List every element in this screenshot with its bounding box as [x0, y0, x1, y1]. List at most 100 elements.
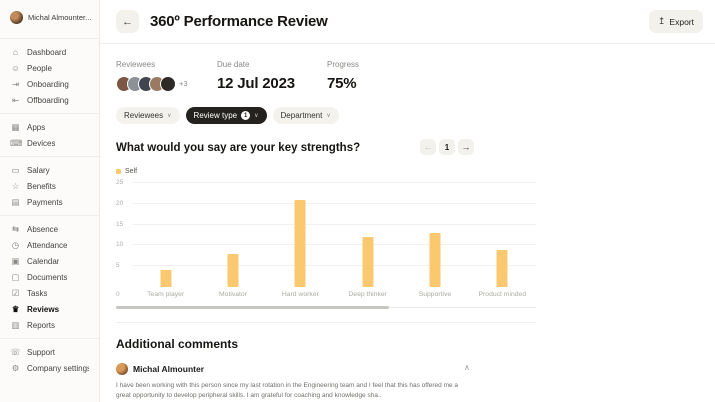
question-title: What would you say are your key strength… [116, 142, 361, 154]
chart-scrollbar[interactable] [116, 306, 536, 309]
sidebar-item-offboarding[interactable]: ⇤ Offboarding [0, 92, 99, 108]
page-number[interactable]: 1 [439, 139, 455, 155]
gridline [132, 223, 536, 225]
legend-label: Self [125, 168, 138, 175]
sidebar-item-label: Onboarding [27, 79, 69, 89]
bar-deep-thinker[interactable] [362, 237, 374, 287]
chart-legend: Self [116, 168, 536, 175]
sidebar-item-absence[interactable]: ⇆ Absence [0, 221, 99, 237]
filter-chip-reviewees[interactable]: Reviewees ∨ [116, 107, 180, 124]
sidebar-item-company-settings[interactable]: ⚙ Company settings [0, 360, 99, 376]
sidebar-item-label: Dashboard [27, 47, 67, 57]
filter-chip-department[interactable]: Department ∨ [272, 107, 339, 124]
sidebar-item-onboarding[interactable]: ⇥ Onboarding [0, 76, 99, 92]
sidebar-item-label: Reports [27, 320, 56, 330]
sidebar-item-label: Benefits [27, 181, 56, 191]
chart-plot: 5 10 15 20 25 [116, 179, 536, 287]
sidebar-item-tasks[interactable]: ☑ Tasks [0, 285, 99, 301]
sidebar-item-documents[interactable]: ▢ Documents [0, 269, 99, 285]
sidebar-item-label: Calendar [27, 256, 60, 266]
due-date-block: Due date 12 Jul 2023 [217, 60, 327, 92]
chart-categories: 0 Team player Motivator Hard worker Deep thi… [116, 291, 536, 298]
sidebar-item-payments[interactable]: ▤ Payments [0, 194, 99, 210]
report-icon: ▥ [11, 319, 20, 330]
bar-column [401, 183, 468, 287]
prev-page-button[interactable]: ← [420, 139, 436, 155]
sidebar-item-salary[interactable]: ▭ Salary [0, 162, 99, 178]
sidebar-item-apps[interactable]: ▦ Apps [0, 119, 99, 135]
sidebar-item-attendance[interactable]: ◷ Attendance [0, 237, 99, 253]
y-axis-tick-label: 25 [116, 179, 124, 186]
export-button[interactable]: ↥ Export [648, 10, 703, 33]
filter-chip-review-type[interactable]: Review type 1 ∨ [185, 107, 267, 124]
bar-supportive[interactable] [429, 232, 441, 287]
divider [0, 156, 99, 157]
sidebar-item-benefits[interactable]: ☆ Benefits [0, 178, 99, 194]
divider [0, 38, 99, 39]
legend-dot [116, 169, 121, 174]
bar-product-minded[interactable] [496, 249, 508, 287]
progress-block: Progress 75% [327, 60, 359, 92]
onboarding-icon: ⇥ [11, 78, 20, 89]
sidebar-item-label: Apps [27, 122, 46, 132]
gear-icon: ⚙ [11, 362, 20, 373]
sidebar: Michal Almounter... ⌂ Dashboard ☺ People ⇥ On… [0, 0, 100, 402]
sidebar-item-people[interactable]: ☺ People [0, 60, 99, 76]
topbar: ← 360º Performance Review ↥ Export [100, 0, 715, 44]
content: Reviewees +3 Due date 12 Jul 2023 Progre… [100, 44, 660, 402]
offboarding-icon: ⇤ [11, 94, 20, 105]
sidebar-item-support[interactable]: ☏ Support [0, 344, 99, 360]
reviewees-label: Reviewees [116, 60, 156, 69]
y-axis-tick-label: 5 [116, 262, 120, 270]
chart-bars [132, 183, 536, 287]
bar-column [199, 183, 266, 287]
star-icon: ☆ [11, 180, 20, 191]
bar-team-player[interactable] [160, 270, 172, 287]
sidebar-item-label: Documents [27, 272, 68, 282]
sidebar-nav: ⌂ Dashboard ☺ People ⇥ Onboarding ⇤ Offboarding… [0, 44, 99, 376]
progress-value: 75% [327, 75, 357, 92]
bar-column [267, 183, 334, 287]
comment-text: I have been working with this person sin… [116, 382, 459, 399]
sidebar-item-label: Attendance [27, 240, 68, 250]
user-name: Michal Almounter... [28, 13, 91, 22]
question-header: What would you say are your key strength… [116, 139, 536, 155]
sidebar-item-reviews[interactable]: ♛ Reviews [0, 301, 99, 317]
reviewee-avatar [160, 75, 176, 92]
sidebar-item-dashboard[interactable]: ⌂ Dashboard [0, 44, 99, 60]
export-icon: ↥ [657, 16, 666, 26]
back-button[interactable]: ← [116, 10, 139, 33]
reviewee-avatars[interactable]: +3 [116, 75, 217, 92]
comment-author: Michal Almounter [133, 364, 204, 374]
gridline [132, 244, 536, 246]
chevron-down-icon: ∨ [254, 113, 259, 119]
gridline [132, 182, 536, 183]
bar-hard-worker[interactable] [294, 199, 306, 287]
gridline [132, 265, 536, 267]
page-title: 360º Performance Review [150, 13, 328, 30]
sidebar-item-reports[interactable]: ▥ Reports [0, 317, 99, 333]
scrollbar-thumb[interactable] [116, 306, 389, 309]
y-axis-tick-label: 20 [116, 199, 124, 207]
sidebar-item-label: Reviews [27, 304, 60, 314]
people-icon: ☺ [11, 63, 20, 73]
filter-count-badge: 1 [241, 111, 251, 120]
user-menu[interactable]: Michal Almounter... [0, 6, 99, 33]
sidebar-item-calendar[interactable]: ▣ Calendar [0, 253, 99, 269]
absence-icon: ⇆ [11, 223, 20, 234]
comment-item: Michal Almounter ∧ I have been working w… [116, 363, 536, 402]
sidebar-item-label: People [27, 63, 52, 73]
sidebar-item-label: Company settings [27, 363, 89, 373]
x-axis-category-label: Supportive [418, 291, 452, 298]
x-axis-category-label: Team player [147, 291, 185, 298]
bar-motivator[interactable] [227, 253, 239, 287]
card-icon: ▭ [11, 164, 20, 175]
sidebar-item-devices[interactable]: ⌨ Devices [0, 135, 99, 151]
sidebar-item-label: Devices [27, 138, 56, 148]
next-page-button[interactable]: → [458, 139, 474, 155]
due-date-value: 12 Jul 2023 [217, 75, 295, 92]
commenter-avatar [116, 363, 128, 375]
divider [0, 215, 99, 216]
collapse-comment-button[interactable]: ∧ [464, 363, 470, 372]
